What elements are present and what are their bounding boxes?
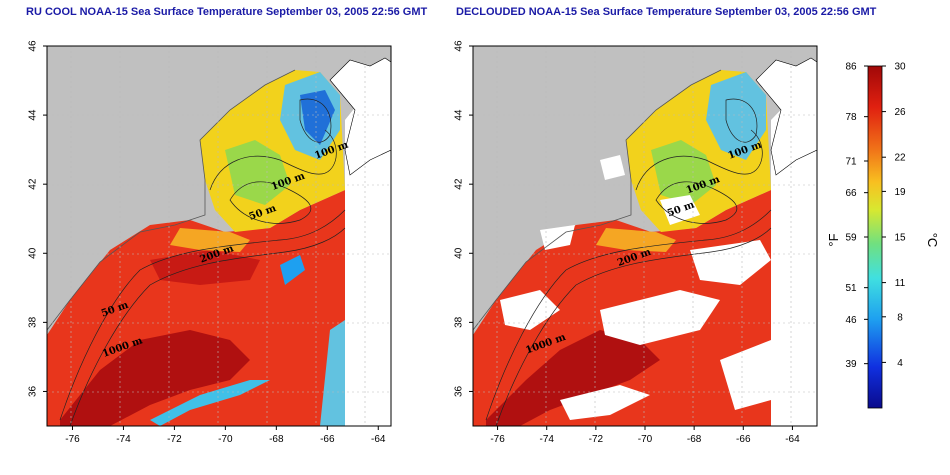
x-tick-label: -72 [589, 434, 604, 445]
left-map-axes: -76 -74 -72 -70 -68 -66 -64 36 38 40 42 44 46 [28, 40, 386, 445]
x-tick-label: -72 [167, 434, 182, 445]
cold-water-region [300, 90, 335, 145]
y-tick-label: 42 [28, 178, 39, 190]
y-tick-label: 46 [454, 40, 465, 52]
x-tick-label: -64 [371, 434, 386, 445]
x-tick-label: -70 [638, 434, 653, 445]
celsius-tick-label: 22 [894, 153, 906, 164]
x-tick-label: -70 [218, 434, 233, 445]
y-tick-label: 40 [454, 247, 465, 259]
fahrenheit-tick-label: 86 [845, 62, 857, 73]
x-tick-label: -64 [785, 434, 800, 445]
colorbar [867, 65, 883, 409]
celsius-tick-label: 11 [895, 278, 906, 289]
celsius-tick-label: 15 [894, 233, 906, 244]
grid-lines [473, 46, 817, 426]
x-tick-label: -76 [65, 434, 80, 445]
nova-scotia-land [329, 57, 391, 176]
x-tick-label: -68 [687, 434, 702, 445]
celsius-tick-label: 26 [894, 107, 906, 118]
x-tick-label: -68 [269, 434, 284, 445]
fahrenheit-tick-label: 66 [845, 188, 857, 199]
grid-lines [47, 46, 391, 426]
left-map-title: RU COOL NOAA-15 Sea Surface Temperature … [26, 6, 428, 18]
y-tick-label: 42 [454, 178, 465, 190]
fahrenheit-tick-label: 51 [845, 283, 857, 294]
warmer-shelf-region [596, 228, 676, 252]
y-tick-label: 40 [28, 247, 39, 259]
fahrenheit-tick-label: 59 [845, 233, 857, 244]
right-map-title: DECLOUDED NOAA-15 Sea Surface Temperatur… [456, 6, 877, 18]
right-map-axes: -76 -74 -72 -70 -68 -66 -64 36 38 40 42 44 46 [454, 40, 800, 445]
fahrenheit-tick-label: 39 [845, 359, 857, 370]
coastline [47, 69, 296, 331]
fahrenheit-tick-label: 71 [845, 157, 857, 168]
deep-warm-patch [150, 250, 260, 285]
celsius-tick-label: 30 [894, 62, 906, 73]
cool-strip [320, 320, 345, 426]
x-tick-label: -74 [116, 434, 131, 445]
left-map-frame [46, 45, 392, 427]
colorbar-fahrenheit-ticks: 86 78 71 66 59 51 46 39 [845, 62, 868, 370]
celsius-unit-label: °C [925, 233, 940, 248]
x-tick-label: -66 [736, 434, 751, 445]
right-sst-map [473, 46, 817, 426]
x-tick-label: -74 [539, 434, 554, 445]
coastline [473, 69, 722, 331]
warmer-shelf-region [170, 228, 250, 252]
celsius-tick-label: 8 [897, 312, 903, 323]
fahrenheit-unit-label: °F [826, 233, 841, 246]
y-tick-label: 44 [28, 109, 39, 121]
deep-warm-patch [60, 330, 250, 426]
celsius-tick-label: 4 [897, 358, 903, 369]
x-tick-label: -76 [490, 434, 505, 445]
cold-streak [280, 255, 305, 285]
deep-warm-patch [486, 330, 660, 426]
x-tick-label: -66 [320, 434, 335, 445]
y-tick-label: 44 [454, 109, 465, 121]
nova-scotia-land [755, 57, 817, 176]
y-tick-label: 36 [454, 385, 465, 397]
celsius-tick-label: 19 [894, 187, 906, 198]
y-tick-label: 38 [454, 316, 465, 328]
cool-green-region [225, 140, 290, 205]
cold-water-region [706, 72, 766, 160]
y-tick-label: 46 [28, 40, 39, 52]
left-sst-map [47, 46, 391, 426]
bathymetry-contours [485, 98, 772, 426]
cloud-gaps [500, 155, 771, 420]
y-tick-label: 36 [28, 385, 39, 397]
fahrenheit-tick-label: 46 [845, 315, 857, 326]
cold-streak [150, 380, 270, 426]
y-tick-label: 38 [28, 316, 39, 328]
bathymetry-contours [59, 98, 346, 426]
cool-green-region [651, 140, 716, 205]
colorbar-celsius-ticks: 30 26 22 19 15 11 8 4 [882, 62, 906, 369]
fahrenheit-tick-label: 78 [845, 112, 857, 123]
